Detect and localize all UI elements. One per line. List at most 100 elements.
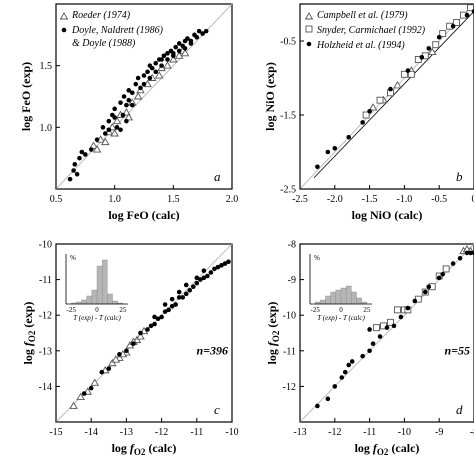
data-point-dot bbox=[153, 60, 159, 66]
y-tick-label: -0.5 bbox=[280, 37, 296, 48]
data-point-dot bbox=[360, 120, 365, 125]
data-point-dot bbox=[208, 270, 214, 275]
data-point-dot bbox=[141, 73, 147, 78]
y-tick-label: -12 bbox=[39, 311, 52, 322]
data-point-dot bbox=[88, 385, 94, 391]
data-point-dot bbox=[124, 118, 129, 124]
data-point-dot bbox=[426, 284, 432, 290]
inset-histogram-bar bbox=[330, 291, 337, 305]
x-tick-label: -10 bbox=[225, 427, 238, 438]
data-point-dot bbox=[367, 327, 372, 332]
data-point-dot bbox=[405, 68, 411, 73]
data-point-dot bbox=[169, 296, 175, 302]
data-point-triangle bbox=[89, 141, 98, 149]
data-point-dot bbox=[120, 112, 126, 118]
legend-entry: Holzheid et al. (1994) bbox=[316, 40, 405, 51]
data-point-dot bbox=[72, 162, 78, 167]
inset-histogram-bar bbox=[351, 291, 357, 305]
inset-histogram-bar bbox=[107, 293, 113, 305]
legend-entry: Roeder (1974) bbox=[71, 10, 131, 21]
data-point-dot bbox=[173, 302, 178, 307]
data-point-dot bbox=[325, 149, 331, 155]
data-point-dot bbox=[149, 65, 155, 71]
data-point-square bbox=[400, 70, 408, 78]
data-point-dot bbox=[332, 146, 338, 151]
data-point-dot bbox=[159, 314, 164, 320]
data-point-triangle bbox=[100, 137, 110, 146]
inset-histogram-bar bbox=[91, 289, 98, 305]
data-point-square bbox=[362, 111, 370, 119]
data-point-dot bbox=[436, 275, 442, 281]
data-point-dot bbox=[162, 309, 168, 314]
y-axis-label: log fO2 (exp) bbox=[21, 302, 37, 365]
data-point-dot bbox=[198, 277, 203, 282]
panel-a-frame bbox=[55, 3, 233, 190]
data-point-dot bbox=[171, 53, 176, 59]
data-point-triangle bbox=[69, 401, 78, 409]
data-point-dot bbox=[106, 118, 112, 124]
data-point-dot bbox=[187, 287, 193, 293]
y-tick-label: -11 bbox=[283, 346, 296, 357]
data-point-triangle bbox=[110, 129, 119, 137]
inset-x-tick-label: -25 bbox=[66, 306, 76, 314]
x-tick-label: -11 bbox=[190, 427, 203, 438]
y-tick-label: -10 bbox=[39, 240, 52, 251]
data-point-dot bbox=[74, 171, 80, 177]
data-point-dot bbox=[112, 106, 117, 112]
data-point-dot bbox=[180, 295, 186, 300]
data-point-dot bbox=[133, 81, 139, 87]
data-point-square bbox=[453, 19, 461, 26]
data-point-dot bbox=[117, 352, 122, 357]
data-point-dot bbox=[169, 304, 175, 309]
data-point-triangle bbox=[92, 145, 102, 153]
x-tick-label: -13 bbox=[120, 427, 133, 438]
data-point-dot bbox=[426, 46, 432, 51]
legend-marker-triangle bbox=[304, 12, 314, 20]
inset-histogram-bar bbox=[320, 299, 326, 305]
data-point-dot bbox=[370, 341, 376, 346]
data-point-triangle bbox=[163, 61, 172, 69]
panel-label: b bbox=[456, 169, 463, 184]
y-tick-label: 1.0 bbox=[40, 123, 53, 134]
data-point-triangle bbox=[124, 113, 134, 121]
data-point-dot bbox=[194, 275, 200, 281]
data-point-triangle bbox=[136, 332, 145, 340]
panel-d-frame bbox=[299, 243, 474, 423]
data-point-dot bbox=[384, 325, 390, 330]
data-point-dot bbox=[468, 250, 473, 256]
inset-histogram-bar bbox=[81, 299, 87, 305]
data-point-dot bbox=[200, 31, 205, 36]
inset-x-tick-label: 0 bbox=[95, 306, 99, 314]
data-point-triangle bbox=[90, 378, 100, 386]
data-point-dot bbox=[165, 57, 170, 62]
x-tick-label: 2.0 bbox=[226, 194, 239, 205]
data-point-dot bbox=[126, 97, 132, 103]
data-point-dot bbox=[464, 250, 470, 256]
data-point-dot bbox=[81, 391, 87, 396]
data-point-triangle bbox=[427, 47, 437, 56]
data-point-triangle bbox=[169, 55, 178, 63]
data-point-dot bbox=[176, 289, 182, 295]
data-point-dot bbox=[398, 314, 404, 320]
data-point-square bbox=[439, 30, 447, 38]
x-tick-label: -2.0 bbox=[327, 194, 343, 205]
data-point-dot bbox=[166, 307, 171, 313]
data-point-dot bbox=[71, 168, 76, 173]
x-tick-label: 0.5 bbox=[50, 194, 63, 205]
panel-b-fit-line bbox=[313, 11, 474, 179]
legend-marker-triangle bbox=[59, 12, 69, 20]
data-point-dot bbox=[100, 125, 106, 130]
data-point-dot bbox=[194, 35, 200, 40]
data-point-dot bbox=[138, 85, 143, 91]
inset-histogram-bar bbox=[86, 295, 93, 305]
data-point-dot bbox=[126, 88, 132, 93]
data-point-square bbox=[376, 96, 384, 104]
n-count-label: n=55 bbox=[444, 343, 470, 357]
data-point-dot bbox=[67, 176, 73, 182]
data-point-dot bbox=[450, 23, 456, 29]
data-point-dot bbox=[131, 341, 136, 346]
data-point-dot bbox=[183, 291, 189, 297]
data-point-dot bbox=[155, 316, 161, 322]
data-point-dot bbox=[457, 255, 463, 261]
data-point-dot bbox=[176, 295, 182, 300]
